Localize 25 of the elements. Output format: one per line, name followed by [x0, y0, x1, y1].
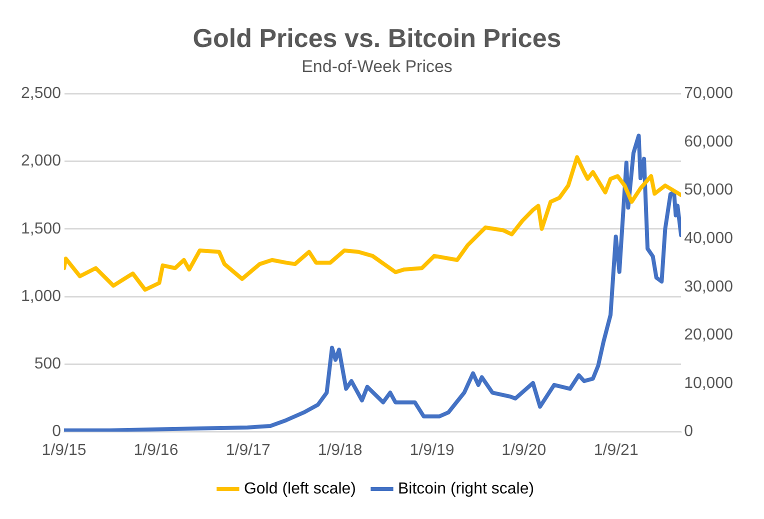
y-tick-label: 500 [34, 356, 62, 373]
y2-tick-label: 40,000 [684, 230, 734, 247]
x-tick-label: 1/9/18 [318, 442, 362, 459]
chart-subtitle: End-of-Week Prices [302, 57, 452, 76]
x-tick-label: 1/9/15 [42, 442, 86, 459]
chart-title: Gold Prices vs. Bitcoin Prices [192, 22, 562, 53]
x-tick-label: 1/9/19 [410, 442, 454, 459]
y2-tick-label: 20,000 [684, 326, 734, 344]
y2-tick-label: 70,000 [684, 85, 734, 102]
y-tick-label: 1,500 [20, 220, 62, 238]
legend-label: Gold (left scale) [244, 480, 356, 498]
x-tick-label: 1/9/17 [226, 442, 270, 459]
y2-tick-label: 30,000 [684, 278, 734, 296]
x-tick-label: 1/9/21 [594, 442, 638, 459]
y2-tick-label: 60,000 [684, 133, 734, 150]
x-tick-label: 1/9/16 [134, 442, 178, 459]
y2-tick-label: 10,000 [684, 374, 734, 392]
y-tick-label: 2,500 [20, 85, 62, 102]
y-tick-label: 2,000 [20, 152, 62, 170]
x-tick-label: 1/9/20 [502, 442, 546, 459]
y-tick-label: 1,000 [20, 288, 62, 305]
y2-tick-label: 50,000 [684, 182, 734, 199]
y-tick-label: 0 [52, 423, 62, 440]
legend-label: Bitcoin (right scale) [398, 480, 534, 498]
y2-tick-label: 0 [684, 423, 694, 440]
